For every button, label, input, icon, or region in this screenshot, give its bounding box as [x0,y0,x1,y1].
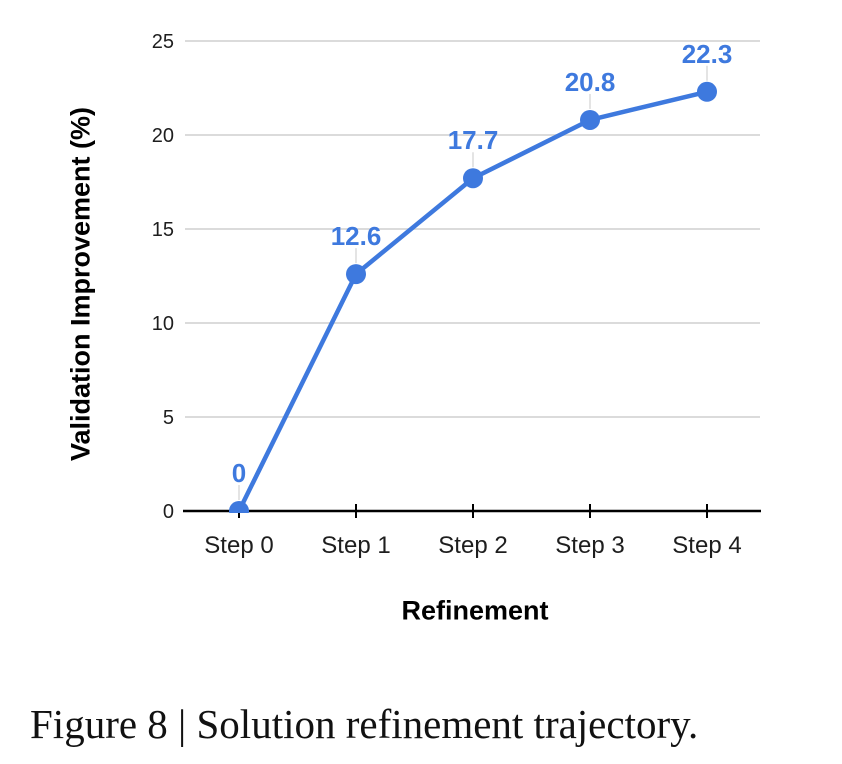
data-value-label: 12.6 [331,221,382,251]
data-point-step-0 [229,501,249,513]
data-point-step-1 [346,264,366,285]
y-tick-label: 20 [152,125,174,147]
line-chart: Step 0 Step 1 Step 2 Step 3 Step 4 0 5 10 15 20 25… [152,31,761,559]
x-axis-title: Refinement [401,595,549,626]
data-value-label: 17.7 [448,125,499,155]
x-tick-label: Step 3 [555,532,624,559]
data-point-step-3 [580,109,600,130]
x-tick-label: Step 2 [438,532,507,559]
y-tick-label: 0 [163,501,174,523]
data-value-label: 22.3 [682,39,733,69]
y-axis-title: Validation Improvement (%) [65,106,96,462]
y-tick-label: 5 [163,407,174,429]
data-point-step-4 [697,81,717,102]
figure-caption: Figure 8 | Solution refinement trajector… [30,701,699,747]
data-value-label: 0 [232,458,246,488]
x-tick-label: Step 0 [204,532,273,559]
x-tick-label: Step 4 [672,532,741,559]
x-tick-label: Step 1 [321,532,390,559]
data-value-label: 20.8 [565,67,616,97]
y-tick-label: 10 [152,313,174,335]
data-point-step-2 [463,168,483,189]
y-tick-label: 25 [152,31,174,53]
y-tick-label: 15 [152,219,174,241]
